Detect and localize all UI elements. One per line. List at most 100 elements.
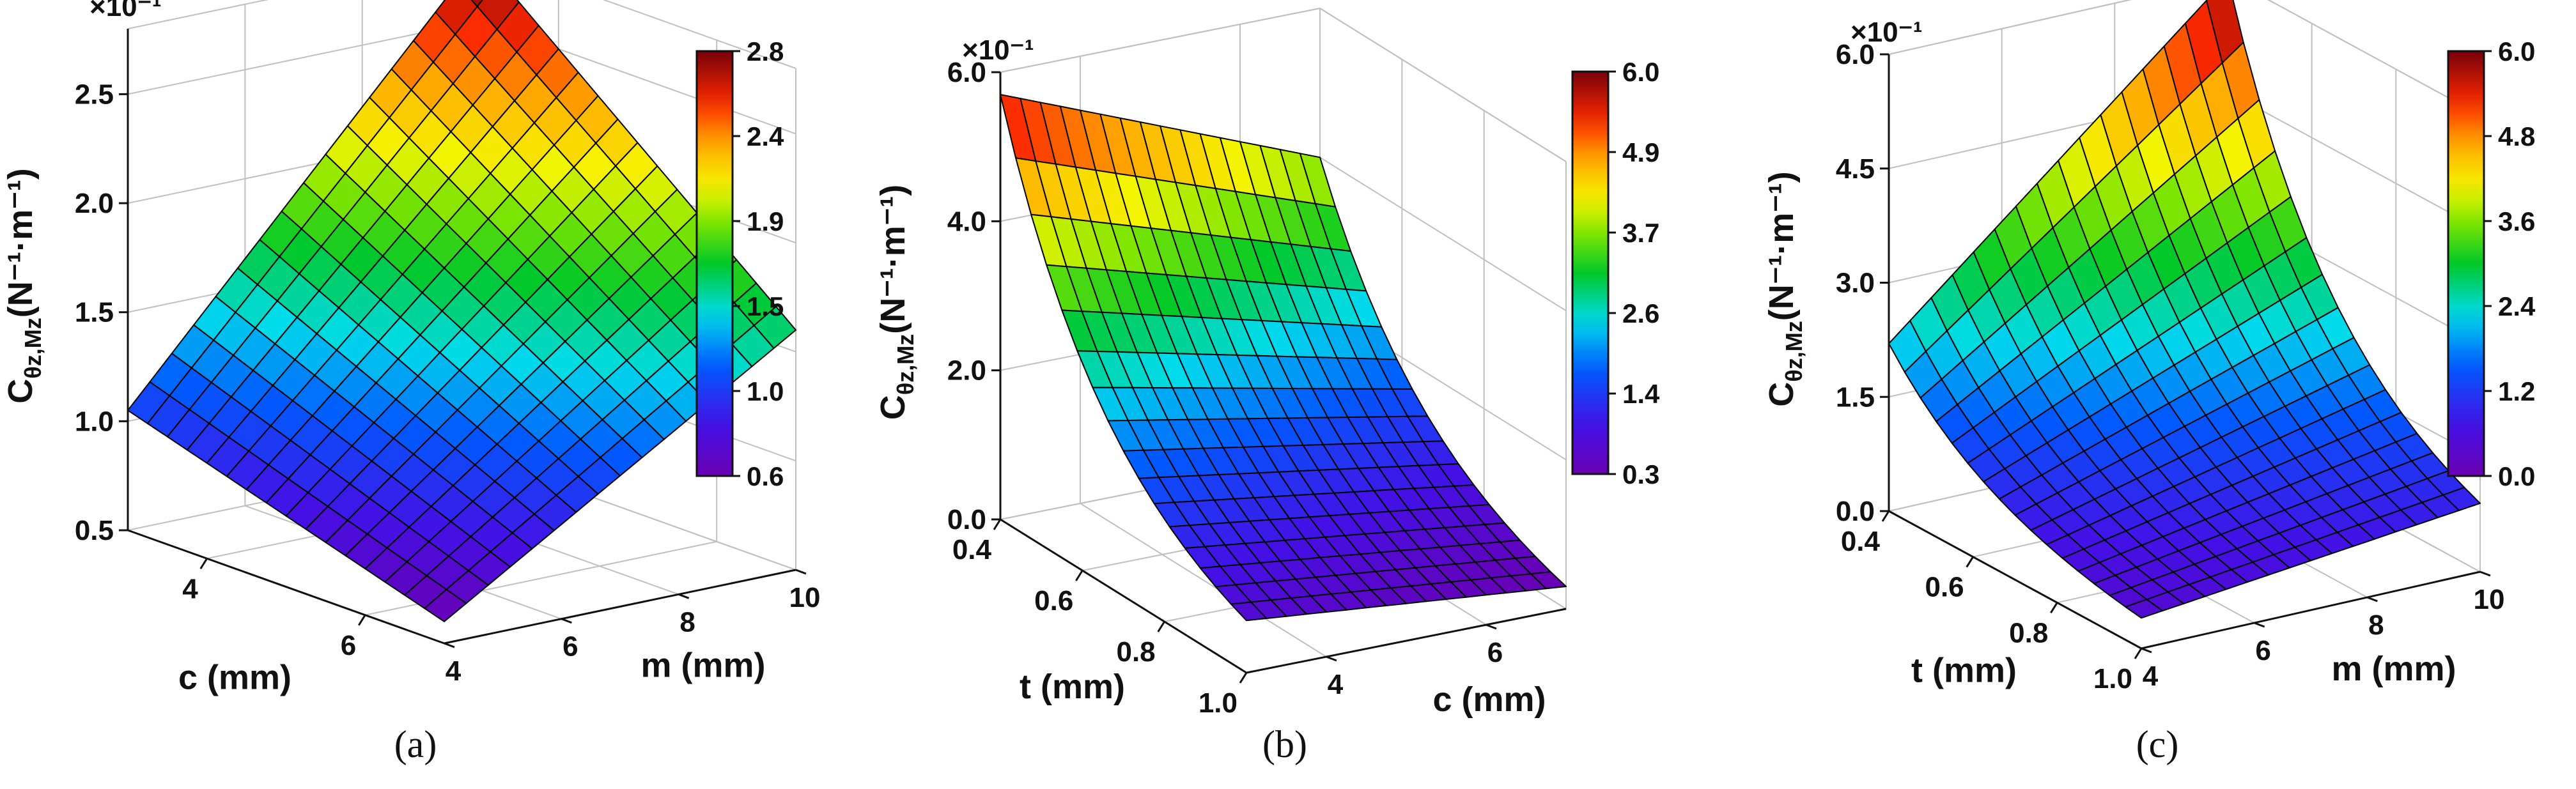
- z-axis-title: Cθz,Mz(N⁻¹·m⁻¹): [1762, 171, 1807, 406]
- colorbar-tick-label: 2.4: [2498, 291, 2536, 321]
- x-tick-mark: [1157, 621, 1165, 632]
- box-edge: [2267, 0, 2481, 116]
- z-tick-label: 6.0: [1836, 39, 1875, 70]
- colorbar: 6.0 4.8 3.6 2.4 1.2 0.0: [2447, 36, 2536, 491]
- colorbar-tick-label: 2.4: [747, 121, 784, 151]
- surface-cell: [424, 588, 467, 622]
- z-axis-title-main: C: [1, 379, 40, 404]
- x-tick-mark: [357, 614, 366, 626]
- y-axis-title: m (mm): [2331, 650, 2456, 688]
- x-axis-title: c (mm): [178, 659, 291, 697]
- y-tick-mark: [795, 569, 807, 575]
- colorbar-tick-label: 6.0: [1622, 57, 1659, 87]
- colorbar-tick-label: 3.7: [1622, 218, 1659, 248]
- y-tick-label: 8: [2368, 609, 2384, 641]
- y-tick-label: 6: [563, 631, 578, 663]
- z-tick-label: 2.0: [75, 188, 114, 219]
- colorbar-tick-label: 0.0: [2498, 461, 2535, 491]
- y-tick-label: 6: [2255, 635, 2270, 666]
- z-axis-title: Cθz,Mz(N⁻¹·m⁻¹): [874, 185, 919, 420]
- z-axis-title-main: C: [874, 395, 912, 420]
- x-tick-label: 0.4: [952, 534, 992, 565]
- surface: [1000, 94, 1567, 622]
- y-tick-mark: [2366, 596, 2378, 602]
- x-tick-label: 0.6: [1925, 572, 1964, 603]
- box-edge: [127, 0, 269, 29]
- y-tick-label: 4: [2143, 661, 2159, 692]
- z-axis-title-subscript: θz,Mz: [1781, 321, 1807, 381]
- y-tick-label: 10: [789, 582, 821, 613]
- y-axis-title: c (mm): [1432, 680, 1546, 719]
- z-tick-label: 0.5: [75, 515, 114, 546]
- z-axis-title-main: C: [1762, 382, 1801, 407]
- y-tick-mark: [2141, 647, 2152, 654]
- z-axis-title-subscript: θz,Mz: [892, 334, 919, 395]
- box-edge: [602, 0, 796, 69]
- z-tick-label: 4.0: [947, 206, 986, 237]
- colorbar-bar: [1571, 70, 1610, 475]
- z-axis-title: Cθz,Mz(N⁻¹·m⁻¹): [1, 168, 46, 403]
- box-edge: [1319, 8, 1567, 162]
- colorbar-tick-label: 4.8: [2498, 121, 2535, 151]
- panel-label: (b): [1262, 723, 1307, 765]
- x-tick-mark: [199, 558, 208, 570]
- x-tick-mark: [2050, 602, 2058, 614]
- z-tick-label: 1.5: [75, 297, 114, 328]
- colorbar-tick-label: 1.2: [2498, 376, 2535, 406]
- box-edge: [1000, 8, 1321, 73]
- y-tick-mark: [2254, 622, 2265, 628]
- colorbar-bar: [695, 50, 734, 477]
- x-tick-mark: [1075, 570, 1083, 581]
- y-tick-mark: [561, 618, 572, 624]
- y-tick-mark: [678, 593, 690, 599]
- box-edge: [1888, 0, 2132, 55]
- y-tick-label: 4: [446, 655, 462, 687]
- panel-label: (c): [2136, 723, 2179, 765]
- x-tick-label: 0.8: [1116, 636, 1155, 668]
- y-tick-label: 10: [2474, 584, 2505, 615]
- surface: [127, 0, 796, 622]
- colorbar-tick-label: 2.8: [747, 36, 784, 66]
- z-tick-label: 3.0: [1836, 268, 1875, 299]
- colorbar-tick-label: 0.6: [747, 461, 784, 491]
- z-tick-label: 2.5: [75, 79, 114, 110]
- x-tick-label: 0.6: [1034, 585, 1073, 617]
- y-axis-line: [2141, 571, 2481, 650]
- surface-cell: [470, 0, 483, 8]
- surface: [1888, 0, 2481, 619]
- x-tick-mark: [1966, 556, 1974, 568]
- axes: 0.0 1.5 3.0 4.5 6.0 0.4 0.6 0.8 1.0 4 6 8 10 t (mm) m …: [1762, 17, 2504, 694]
- y-tick-mark: [2479, 571, 2491, 577]
- colorbar-tick-label: 1.9: [747, 206, 784, 236]
- x-tick-label: 0.8: [2009, 617, 2048, 648]
- y-tick-label: 6: [1487, 637, 1503, 668]
- z-axis-title-unit: (N⁻¹·m⁻¹): [874, 185, 912, 334]
- z-tick-label: 2.0: [947, 355, 986, 387]
- y-tick-mark: [1486, 624, 1497, 630]
- panel-3: 0.0 1.5 3.0 4.5 6.0 0.4 0.6 0.8 1.0 4 6 8 10 t (mm) m …: [1762, 0, 2536, 765]
- x-axis-line: [127, 529, 445, 645]
- x-tick-label: 1.0: [2093, 663, 2132, 694]
- y-tick-mark: [444, 642, 455, 648]
- y-axis-title: m (mm): [640, 647, 765, 685]
- colorbar-tick-label: 0.3: [1622, 459, 1659, 489]
- z-tick-label: 1.0: [75, 406, 114, 437]
- z-axis-title-subscript: θz,Mz: [20, 318, 46, 378]
- colorbar-tick-label: 3.6: [2498, 206, 2535, 236]
- x-tick-mark: [2134, 648, 2143, 659]
- z-tick-label: 4.5: [1836, 153, 1875, 185]
- colorbar-tick-label: 2.6: [1622, 298, 1659, 328]
- axes: 0.0 2.0 4.0 6.0 0.4 0.6 0.8 1.0 4 6 t (mm) c (mm) Cθ…: [874, 34, 1567, 719]
- z-tick-label: 0.0: [947, 504, 986, 535]
- x-tick-label: 1.0: [1199, 687, 1238, 719]
- x-tick-mark: [1881, 510, 1890, 522]
- axes: 0.5 1.0 1.5 2.0 2.5 4 6 4 6 8 10 c (mm) m (mm) Cθz,Mz…: [1, 0, 820, 697]
- x-axis-title: t (mm): [1911, 652, 2017, 690]
- z-tick-label: 0.0: [1836, 496, 1875, 527]
- z-exponent-label: ×10⁻¹: [89, 0, 162, 22]
- colorbar-tick-label: 4.9: [1622, 137, 1659, 167]
- x-tick-mark: [1239, 672, 1248, 684]
- colorbar-tick-label: 1.5: [747, 291, 784, 321]
- x-tick-label: 6: [341, 630, 356, 661]
